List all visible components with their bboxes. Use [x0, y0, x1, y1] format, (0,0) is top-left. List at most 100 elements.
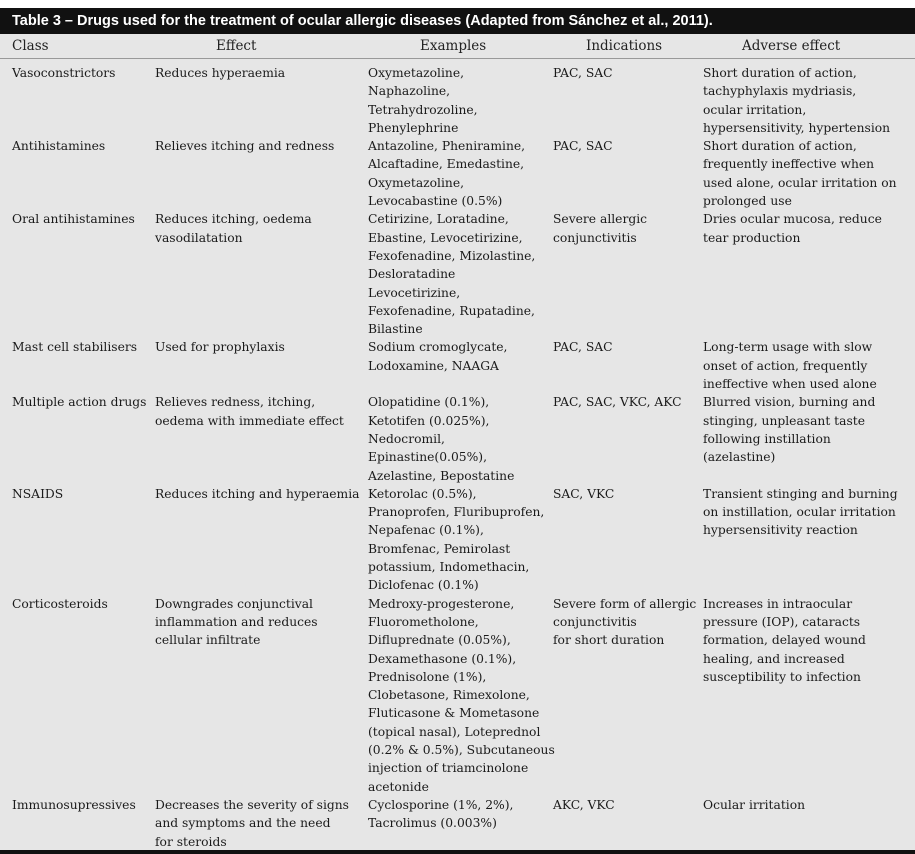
table-row: NSAIDS Reduces itching and hyperaemia Keto… [0, 485, 915, 595]
cell-line: Used for prophylaxis [155, 340, 285, 355]
cell-line: Phenylephrine [368, 120, 459, 135]
cell-class: Corticosteroids [12, 595, 108, 613]
cell-line: formation, delayed wound [703, 633, 866, 648]
cell-class: Vasoconstrictors [12, 64, 116, 82]
cell-line: Relieves itching and redness [155, 139, 335, 154]
cell-line: Reduces hyperaemia [155, 66, 286, 80]
table-row: Multiple action drugs Relieves redness, i… [0, 393, 915, 485]
cell-line: oedema with immediate effect [155, 413, 344, 428]
cell-line: hypersensitivity reaction [703, 523, 858, 538]
cell-line: pressure (IOP), cataracts [703, 614, 861, 629]
cell-indications: Severe form of allergic conjunctivitis for… [553, 595, 696, 650]
cell-line: Diclofenac (0.1%) [368, 578, 479, 593]
table-header: Class Effect Examples Indications Advers… [0, 34, 915, 59]
cell-indications: PAC, SAC [553, 338, 613, 356]
cell-effect: Reduces itching and hyperaemia [155, 485, 359, 503]
cell-line: prolonged use [703, 194, 792, 209]
cell-effect: Relieves itching and redness [155, 137, 334, 155]
cell-adverse: Short duration of action, frequently inef… [703, 137, 897, 210]
cell-line: Cyclosporine (1%, 2%), [368, 797, 514, 812]
cell-line: healing, and increased [703, 651, 845, 666]
cell-line: conjunctivitis [553, 614, 637, 629]
cell-line: Levocetirizine, [368, 285, 461, 300]
cell-adverse: Increases in intraocular pressure (IOP), … [703, 595, 866, 686]
cell-adverse: Dries ocular mucosa, reduce tear producti… [703, 210, 882, 247]
cell-indications: PAC, SAC [553, 64, 613, 82]
cell-effect: Downgrades conjunctival inflammation and … [155, 595, 318, 650]
cell-class: Antihistamines [12, 137, 105, 155]
cell-line: Bilastine [368, 322, 423, 337]
cell-line: Mast cell stabilisers [12, 340, 138, 355]
cell-line: Long-term usage with slow [703, 340, 873, 355]
cell-line: Ebastine, Levocetirizine, [368, 230, 523, 245]
cell-line: Downgrades conjunctival [155, 596, 313, 611]
table-body: Vasoconstrictors Reduces hyperaemia Oxymet… [0, 64, 915, 851]
cell-line: Nedocromil, [368, 431, 445, 446]
cell-line: PAC, SAC, VKC, AKC [553, 395, 682, 410]
table-container: Table 3 – Drugs used for the treatment o… [0, 8, 915, 854]
cell-line: Naphazoline, [368, 84, 451, 99]
cell-line: Tacrolimus (0.003%) [368, 816, 497, 831]
cell-line: acetonide [368, 779, 429, 794]
cell-line: Levocabastine (0.5%) [368, 194, 503, 209]
cell-line: used alone, ocular irritation on [703, 175, 897, 190]
cell-line: SAC, VKC [553, 486, 615, 501]
cell-line: Reduces itching and hyperaemia [155, 486, 360, 501]
cell-adverse: Blurred vision, burning and stinging, unp… [703, 393, 875, 466]
cell-line: Lodoxamine, NAAGA [368, 358, 499, 373]
cell-effect: Reduces itching, oedema vasodilatation [155, 210, 312, 247]
cell-class: Multiple action drugs [12, 393, 147, 411]
cell-line: Oxymetazoline, [368, 66, 465, 80]
cell-line: conjunctivitis [553, 230, 637, 245]
cell-line: potassium, Indomethacin, [368, 560, 530, 575]
cell-line: PAC, SAC [553, 139, 613, 154]
cell-line: for short duration [553, 633, 665, 648]
cell-indications: AKC, VKC [553, 796, 615, 814]
cell-line: Azelastine, Bepostatine [368, 468, 515, 483]
cell-class: Mast cell stabilisers [12, 338, 137, 356]
cell-line: for steroids [155, 834, 227, 849]
table-row: Mast cell stabilisers Used for prophylaxi… [0, 338, 915, 393]
cell-line: Severe allergic [553, 212, 648, 227]
cell-line: Severe form of allergic [553, 596, 697, 611]
cell-line: Fluticasone & Mometasone [368, 706, 540, 721]
cell-effect: Used for prophylaxis [155, 338, 285, 356]
cell-examples: Sodium cromoglycate, Lodoxamine, NAAGA [368, 338, 507, 375]
cell-line: PAC, SAC [553, 340, 613, 355]
cell-line: hypersensitivity, hypertension [703, 120, 891, 135]
cell-adverse: Ocular irritation [703, 796, 805, 814]
cell-line: injection of triamcinolone [368, 761, 529, 776]
column-header-class: Class [12, 38, 49, 54]
table-title: Table 3 – Drugs used for the treatment o… [0, 8, 915, 34]
cell-line: Vasoconstrictors [12, 66, 116, 80]
cell-line: Decreases the severity of signs [155, 797, 349, 812]
cell-indications: PAC, SAC, VKC, AKC [553, 393, 682, 411]
cell-line: inflammation and reduces [155, 614, 318, 629]
cell-line: stinging, unpleasant taste [703, 413, 865, 428]
cell-line: following instillation [703, 431, 831, 446]
cell-line: Clobetasone, Rimexolone, [368, 688, 530, 703]
cell-indications: PAC, SAC [553, 137, 613, 155]
cell-line: Ocular irritation [703, 797, 806, 812]
cell-line: Corticosteroids [12, 596, 108, 611]
cell-line: Desloratadine [368, 267, 456, 282]
table-row: Immunosupressives Decreases the severity … [0, 796, 915, 851]
cell-line: Ketotifen (0.025%), [368, 413, 490, 428]
cell-effect: Decreases the severity of signs and sympt… [155, 796, 349, 851]
column-header-indications: Indications [586, 38, 663, 54]
table-bottom-rule [0, 850, 915, 854]
cell-line: on instillation, ocular irritation [703, 505, 896, 520]
cell-examples: Antazoline, Pheniramine, Alcaftadine, Eme… [368, 137, 525, 210]
cell-adverse: Transient stinging and burning on instill… [703, 485, 898, 540]
cell-examples: Oxymetazoline, Naphazoline, Tetrahydrozoli… [368, 64, 478, 137]
cell-adverse: Long-term usage with slow onset of action… [703, 338, 877, 393]
cell-line: Blurred vision, burning and [703, 395, 876, 410]
cell-line: PAC, SAC [553, 66, 613, 80]
cell-line: Fexofenadine, Mizolastine, [368, 248, 536, 263]
cell-line: Short duration of action, [703, 139, 857, 154]
cell-effect: Reduces hyperaemia [155, 64, 285, 82]
cell-line: Multiple action drugs [12, 395, 147, 410]
cell-line: Prednisolone (1%), [368, 669, 487, 684]
cell-line: tachyphylaxis mydriasis, [703, 84, 857, 99]
cell-line: Difluprednate (0.05%), [368, 633, 511, 648]
